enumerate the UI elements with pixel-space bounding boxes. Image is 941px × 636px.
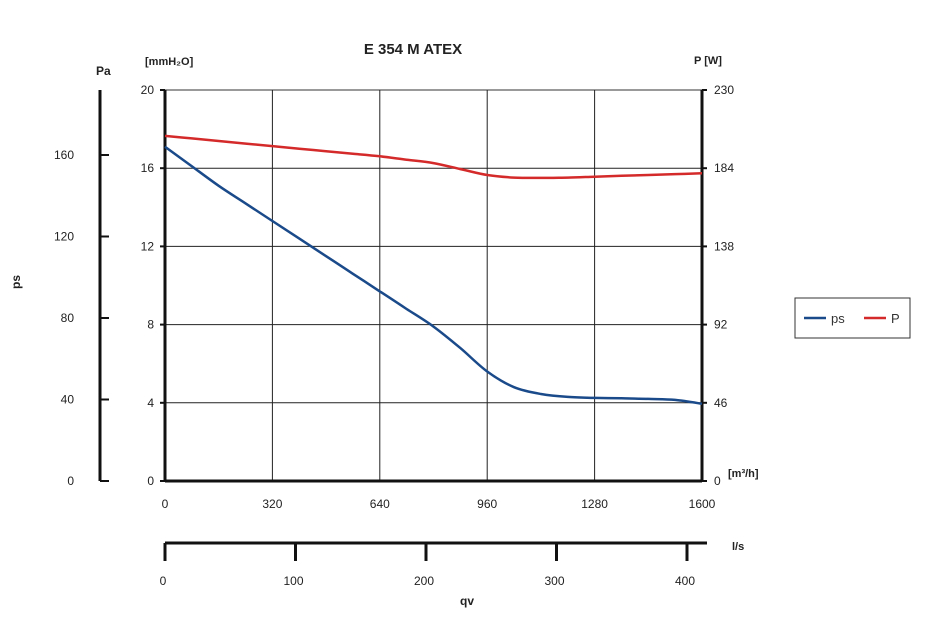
outer-tick-label: 80: [61, 311, 75, 325]
series-line-ps: [164, 145, 703, 406]
outer-tick-label: 160: [54, 148, 74, 162]
series-line-p: [164, 134, 703, 180]
right-tick-label: 138: [714, 239, 734, 253]
outer-tick-label: 120: [54, 230, 74, 244]
outer-pressure-axis: 0 40 80 120 160: [54, 90, 109, 488]
left-tick-label: 4: [147, 396, 154, 410]
secondary-tick-label: 0: [160, 574, 167, 588]
legend: ps P: [794, 297, 911, 339]
left-tick-label: 16: [141, 161, 155, 175]
right-axis-ticks: 0 46 92 138 184 230: [702, 83, 734, 488]
outer-tick-label: 0: [67, 474, 74, 488]
x-axis-ticks: 0 320 640 960 1280 1600: [162, 497, 716, 511]
left-tick-label: 12: [141, 239, 155, 253]
secondary-tick-label: 100: [283, 574, 303, 588]
left-tick-label: 8: [147, 318, 154, 332]
outer-tick-label: 40: [61, 393, 75, 407]
outer-axis-label: ps: [9, 275, 23, 289]
x-tick-label: 0: [162, 497, 169, 511]
grid: [163, 89, 704, 483]
x-tick-label: 1600: [689, 497, 716, 511]
secondary-x-axis: 0 100 200 300 400: [160, 541, 707, 588]
secondary-tick-label: 200: [414, 574, 434, 588]
secondary-tick-label: 300: [544, 574, 564, 588]
legend-label-p: P: [891, 311, 900, 326]
secondary-x-unit: l/s: [732, 541, 744, 553]
x-tick-label: 320: [262, 497, 282, 511]
x-tick-label: 960: [477, 497, 497, 511]
x-tick-label: 640: [370, 497, 390, 511]
outer-axis-unit: Pa: [96, 64, 111, 78]
right-tick-label: 184: [714, 161, 734, 175]
right-tick-label: 0: [714, 474, 721, 488]
right-tick-label: 92: [714, 318, 728, 332]
left-axis-unit: [mmH₂O]: [145, 56, 194, 68]
secondary-tick-label: 400: [675, 574, 695, 588]
right-tick-label: 46: [714, 396, 728, 410]
x-axis-label: qv: [460, 594, 474, 608]
left-axis-ticks: 0 4 8 12 16 20: [141, 83, 165, 488]
series-layer: [164, 134, 703, 406]
x-tick-label: 1280: [581, 497, 608, 511]
legend-label-ps: ps: [831, 311, 845, 326]
left-tick-label: 20: [141, 83, 155, 97]
right-axis-unit: P [W]: [694, 55, 722, 67]
chart-title: E 354 M ATEX: [364, 41, 462, 58]
right-tick-label: 230: [714, 83, 734, 97]
left-tick-label: 0: [147, 474, 154, 488]
x-axis-unit: [m³/h]: [728, 468, 759, 480]
